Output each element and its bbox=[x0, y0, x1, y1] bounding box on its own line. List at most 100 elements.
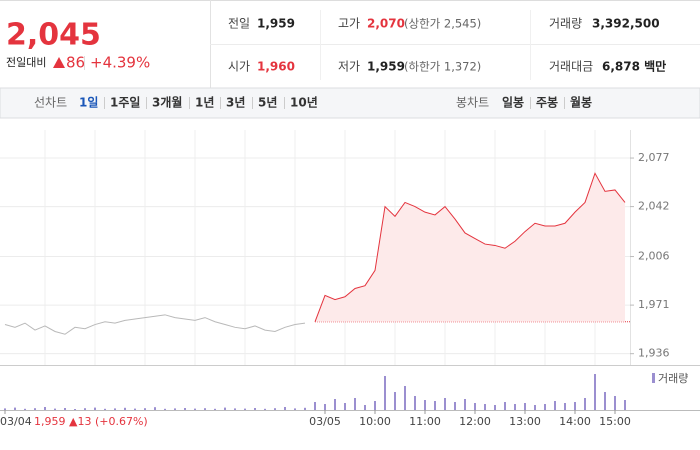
quote-value: 2,070 bbox=[367, 17, 405, 31]
volume-bar bbox=[394, 392, 396, 410]
volume-bar bbox=[54, 408, 56, 410]
volume-bar bbox=[504, 402, 506, 410]
x-tick-label: 14:00 bbox=[559, 415, 591, 428]
volume-bar bbox=[544, 404, 546, 410]
volume-bar bbox=[364, 405, 366, 410]
up-arrow bbox=[53, 57, 65, 68]
volume-bar bbox=[374, 401, 376, 410]
x-tick-label: 13:00 bbox=[509, 415, 541, 428]
volume-bar bbox=[124, 407, 126, 410]
volume-bar bbox=[164, 408, 166, 410]
volume-bar bbox=[114, 408, 116, 410]
tab[interactable]: 일봉 bbox=[502, 96, 524, 110]
volume-bar bbox=[324, 404, 326, 410]
quote-label: 거래량 bbox=[549, 17, 582, 31]
legend-label: 거래량 bbox=[658, 372, 688, 385]
volume-bar bbox=[494, 405, 496, 410]
x-tick-label: 11:00 bbox=[409, 415, 441, 428]
volume-bar bbox=[414, 396, 416, 410]
volume-bar bbox=[284, 407, 286, 410]
volume-bar bbox=[94, 407, 96, 410]
volume-bar bbox=[224, 407, 226, 410]
quote-note: (상한가 2,545) bbox=[404, 17, 481, 31]
quote-label: 전일 bbox=[228, 17, 250, 31]
tab[interactable]: 1주일 bbox=[110, 96, 140, 110]
tab[interactable]: 1년 bbox=[195, 96, 214, 110]
volume-bar bbox=[194, 408, 196, 410]
volume-bar bbox=[214, 408, 216, 410]
volume-bar bbox=[404, 386, 406, 410]
x-tick-label: 15:00 bbox=[599, 415, 631, 428]
annotation: 1,959 ▲13 (+0.67%) bbox=[34, 415, 148, 428]
volume-bar bbox=[604, 392, 606, 410]
volume-bar bbox=[434, 401, 436, 410]
volume-bar bbox=[234, 408, 236, 410]
volume-bar bbox=[204, 408, 206, 410]
quote-value: 3,392,500 bbox=[592, 17, 660, 31]
volume-bar bbox=[614, 396, 616, 410]
volume-bar bbox=[44, 407, 46, 410]
volume-bar bbox=[14, 407, 16, 410]
quote-value: 1,960 bbox=[257, 60, 295, 74]
volume-bar bbox=[184, 408, 186, 410]
volume-bar bbox=[454, 402, 456, 410]
volume-bar bbox=[64, 408, 66, 410]
quote-value: 1,959 bbox=[367, 60, 405, 74]
volume-bar bbox=[354, 398, 356, 410]
volume-bar bbox=[464, 399, 466, 410]
volume-bar bbox=[444, 398, 446, 410]
volume-bar bbox=[624, 400, 626, 410]
y-tick-label: 1,936 bbox=[638, 347, 670, 360]
tab[interactable]: 월봉 bbox=[570, 95, 592, 110]
x-tick-label: 03/04 bbox=[0, 415, 32, 428]
quote-label: 저가 bbox=[338, 60, 360, 74]
change-label: 전일대비 bbox=[6, 55, 46, 69]
volume-bar bbox=[534, 405, 536, 410]
volume-bar bbox=[264, 408, 266, 410]
quote-label: 고가 bbox=[338, 17, 360, 31]
volume-bar bbox=[384, 376, 386, 410]
quote-label: 거래대금 bbox=[549, 60, 593, 74]
price: 2,045 bbox=[6, 18, 101, 53]
volume-bar bbox=[334, 399, 336, 410]
change: 86 bbox=[66, 54, 85, 72]
y-tick-label: 2,077 bbox=[638, 151, 670, 164]
volume-bar bbox=[574, 402, 576, 410]
x-tick-label: 12:00 bbox=[459, 415, 491, 428]
tab[interactable]: 3년 bbox=[226, 96, 245, 110]
volume-bar bbox=[484, 404, 486, 410]
tab[interactable]: 10년 bbox=[290, 96, 318, 110]
volume-bar bbox=[304, 407, 306, 410]
volume-bar bbox=[74, 409, 76, 410]
volume-bar bbox=[594, 374, 596, 410]
tab[interactable]: 1일 bbox=[79, 96, 98, 110]
volume-bar bbox=[584, 398, 586, 410]
volume-bar bbox=[104, 408, 106, 410]
legend-swatch bbox=[652, 373, 655, 383]
volume-bar bbox=[144, 408, 146, 410]
volume-bar bbox=[344, 403, 346, 410]
volume-bar bbox=[294, 408, 296, 410]
tab[interactable]: 3개월 bbox=[152, 95, 182, 110]
quote-value: 1,959 bbox=[257, 17, 295, 31]
volume-bar bbox=[474, 403, 476, 410]
tab-heading: 봉차트 bbox=[456, 96, 489, 110]
volume-bar bbox=[514, 404, 516, 410]
tab[interactable]: 주봉 bbox=[536, 96, 558, 110]
area-fill bbox=[315, 173, 625, 322]
volume-bar bbox=[274, 408, 276, 410]
volume-bar bbox=[244, 408, 246, 410]
volume-bar bbox=[34, 408, 36, 410]
quote-note: (하한가 1,372) bbox=[404, 60, 481, 74]
volume-bar bbox=[174, 408, 176, 410]
volume-bar bbox=[154, 407, 156, 410]
price-line bbox=[4, 314, 306, 335]
volume-bar bbox=[254, 408, 256, 410]
y-tick-label: 2,006 bbox=[638, 250, 670, 263]
volume-bar bbox=[314, 402, 316, 410]
volume-bar bbox=[4, 408, 6, 410]
tab[interactable]: 5년 bbox=[258, 96, 277, 110]
tab-bar bbox=[0, 87, 700, 119]
volume-bar bbox=[554, 401, 556, 410]
